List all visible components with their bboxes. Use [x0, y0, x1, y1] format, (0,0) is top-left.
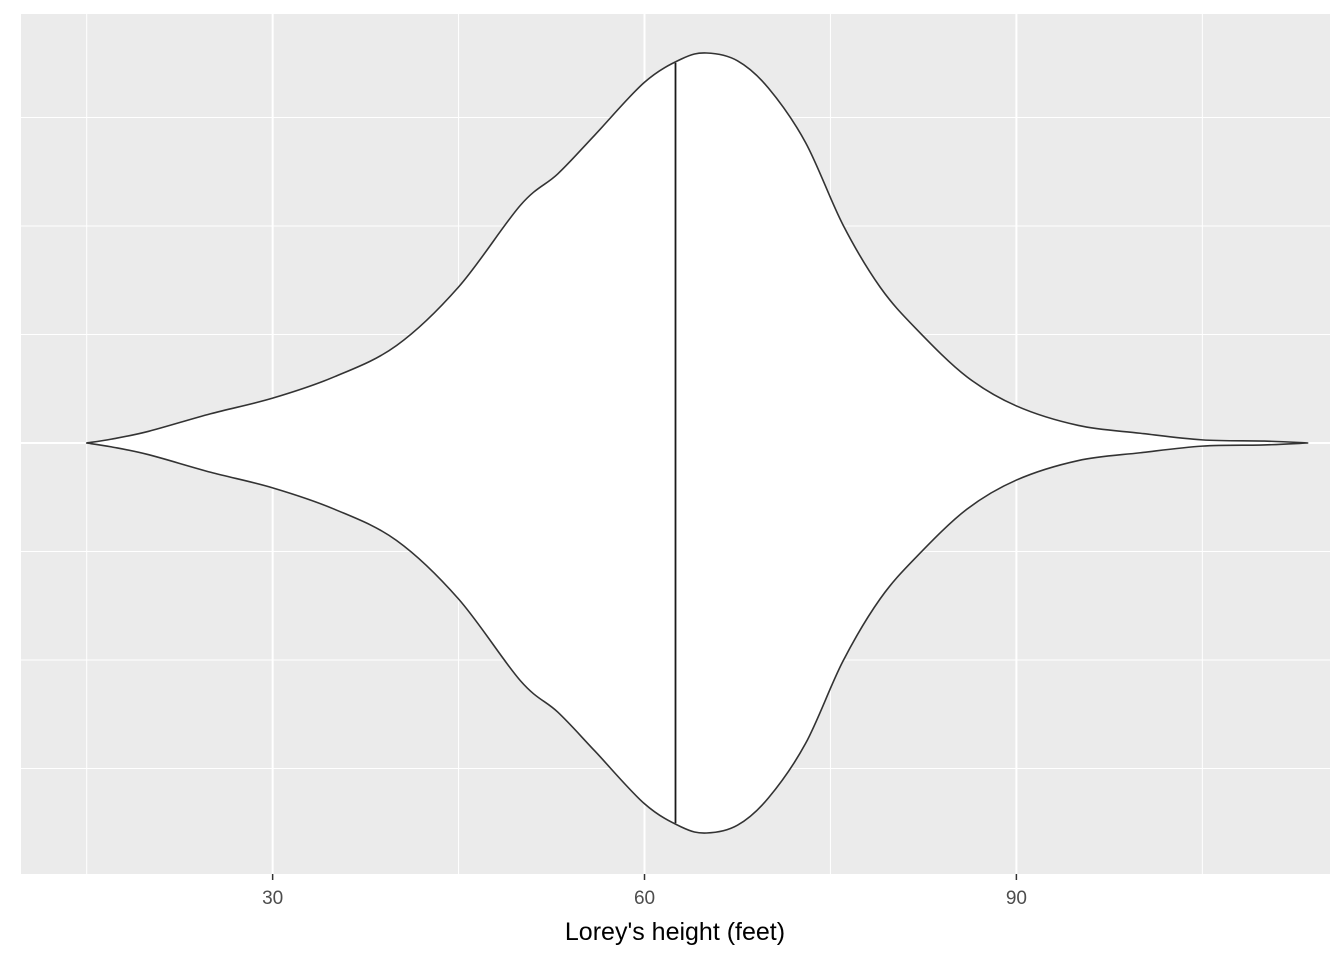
- x-tick-label: 60: [634, 888, 655, 909]
- x-tick-label: 30: [262, 888, 283, 909]
- violin-shape: [85, 52, 1309, 834]
- x-axis-tick-labels: 30 60 90: [262, 888, 1027, 909]
- x-axis-title: Lorey's height (feet): [565, 918, 785, 946]
- x-axis-ticks: [271, 874, 1018, 880]
- x-tick-label: 90: [1006, 888, 1027, 909]
